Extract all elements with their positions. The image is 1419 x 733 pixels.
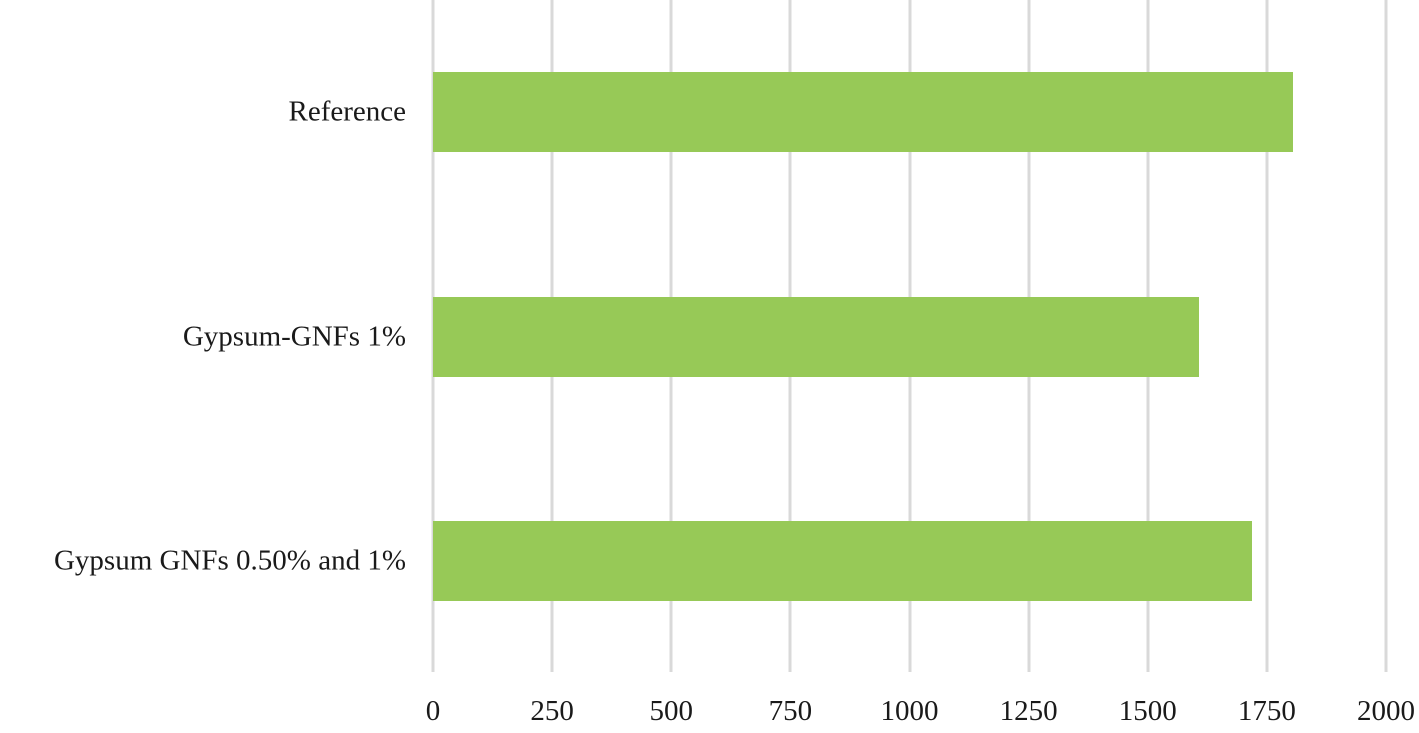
bar-gypsum-gnfs-1 (433, 297, 1199, 377)
x-tick-label: 1500 (1118, 695, 1177, 727)
x-tick-label: 1250 (999, 695, 1058, 727)
x-tick-label: 2000 (1357, 695, 1415, 727)
bar-gypsum-gnfs-050-and-1 (433, 521, 1253, 601)
category-label-gypsum-gnfs-050-and-1: Gypsum GNFs 0.50% and 1% (53, 544, 406, 577)
x-tick-label: 500 (649, 695, 694, 727)
x-tick-label: 0 (425, 695, 441, 727)
x-tick-label: 250 (530, 695, 574, 727)
x-tick-label: 1750 (1237, 695, 1296, 727)
category-label-reference: Reference (288, 95, 406, 128)
gridline (1384, 0, 1388, 672)
x-tick-label: 750 (768, 695, 813, 727)
bar-reference (433, 72, 1294, 152)
x-tick-label: 1000 (880, 695, 939, 727)
category-label-gypsum-gnfs-1: Gypsum-GNFs 1% (182, 320, 406, 353)
gridline (1265, 0, 1269, 672)
